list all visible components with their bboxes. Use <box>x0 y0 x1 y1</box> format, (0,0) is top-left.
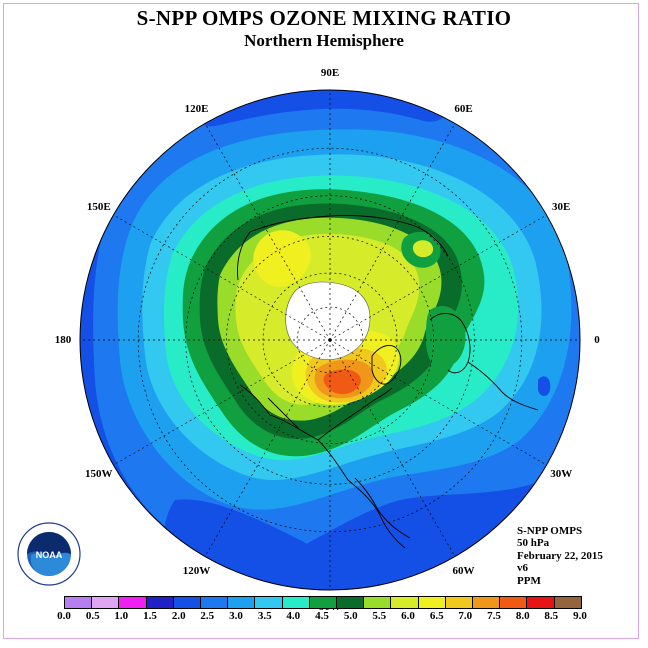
longitude-label: 90E <box>320 67 340 79</box>
colorbar-swatch <box>146 597 174 608</box>
figure-frame <box>3 3 639 639</box>
colorbar-tick-label: 3.0 <box>229 610 243 622</box>
ozone-level-6.5 <box>277 243 301 266</box>
meridian-line <box>329 339 547 466</box>
ozone-level-8.0 <box>323 369 361 395</box>
ozone-level-4.5 <box>426 306 466 369</box>
colorbar-tick-label: 7.5 <box>487 610 501 622</box>
colorbar-swatch <box>418 597 446 608</box>
coastline-europe <box>429 313 539 411</box>
coastline-asia <box>237 215 449 281</box>
date-label: February 22, 2015 <box>517 549 603 562</box>
longitude-label: 120E <box>184 102 209 115</box>
latitude-circle <box>296 306 364 374</box>
map-boundary <box>79 89 581 591</box>
colorbar-tick-label: 8.0 <box>515 610 530 622</box>
meridian-line <box>204 123 331 341</box>
instrument-label: S-NPP OMPS <box>517 525 583 537</box>
ozone-field <box>80 90 580 590</box>
pressure-level-label: 50 hPa <box>517 537 550 550</box>
colorbar-swatch <box>391 597 419 608</box>
longitude-label: 120W <box>182 565 211 578</box>
colorbar-swatch <box>473 597 501 608</box>
colorbar-tick-label: 1.0 <box>114 610 129 622</box>
noaa-logo-text: NOAA <box>36 550 63 560</box>
longitude-label: 30E <box>552 200 571 213</box>
colorbar-swatch <box>364 597 392 608</box>
latitude-circle <box>226 236 434 444</box>
ozone-level-2.0 <box>182 90 449 127</box>
map-info-block: S-NPP OMPS 50 hPa February 22, 2015 v6 P… <box>517 525 603 587</box>
colorbar-swatch <box>282 597 310 608</box>
colorbar-tick-label: 0.0 <box>57 610 71 622</box>
meridian-line <box>329 123 456 341</box>
colorbar-tick-label: 6.5 <box>429 610 444 622</box>
colorbar-tick-label: 1.5 <box>143 610 157 622</box>
longitude-label: 30W <box>550 467 573 480</box>
colorbar-swatch <box>228 597 256 608</box>
colorbar-tick-label: 3.5 <box>257 610 272 622</box>
coastlines <box>237 215 539 549</box>
map-title: S-NPP OMPS OZONE MIXING RATIO <box>136 6 512 30</box>
meridian-line <box>329 339 456 557</box>
colorbar-swatch <box>65 597 93 608</box>
colorbar-swatch <box>119 597 147 608</box>
longitude-label: 150E <box>86 200 111 213</box>
coastline-north-america <box>239 384 406 549</box>
meridian-line <box>204 339 331 557</box>
colorbar-tick-label: 2.0 <box>171 610 186 622</box>
colorbar-swatch <box>255 597 283 608</box>
colorbar-swatch <box>201 597 229 608</box>
longitude-label: 0 <box>594 334 600 346</box>
longitude-label: 150W <box>85 467 113 480</box>
colorbar-swatch <box>309 597 338 608</box>
colorbar-tick-label: 0.5 <box>85 610 100 622</box>
graticule <box>80 90 580 590</box>
polar-night-no-data <box>285 281 371 360</box>
colorbar-tick-label: 2.5 <box>200 610 215 622</box>
ozone-level-2.0 <box>538 376 551 396</box>
colorbar-swatch <box>554 597 581 608</box>
units-label: PPM <box>517 574 541 587</box>
longitude-label: 180 <box>54 334 72 346</box>
version-label: v6 <box>517 562 528 575</box>
colorbar-tick-label: 4.5 <box>315 610 329 622</box>
ozone-level-6.0 <box>412 240 434 258</box>
coastline-greenland <box>371 345 402 385</box>
latitude-circle <box>185 195 475 485</box>
colorbar-swatch <box>527 597 555 608</box>
colorbar-tick-label: 8.5 <box>544 610 559 622</box>
colorbar-tick-label: 6.0 <box>401 610 415 622</box>
colorbar-tick-label: 5.5 <box>372 610 387 622</box>
meridian-line <box>113 214 331 341</box>
colorbar-swatch <box>445 597 474 608</box>
meridian-line <box>329 214 547 341</box>
map-subtitle: Northern Hemisphere <box>244 31 404 50</box>
colorbar-swatch <box>173 597 202 608</box>
noaa-logo: NOAA <box>17 522 81 586</box>
colorbar-ticks: 0.0 0.5 1.0 1.5 2.0 2.5 3.0 3.5 4.0 4.5 5.0 5.5 6.0 6… <box>57 610 587 624</box>
longitude-label: 60W <box>452 565 475 578</box>
colorbar <box>64 596 582 609</box>
colorbar-swatch <box>337 597 365 608</box>
colorbar-swatch <box>92 597 120 608</box>
colorbar-swatch <box>500 597 528 608</box>
coastline-central-america <box>354 477 411 539</box>
colorbar-tick-label: 5.0 <box>343 610 358 622</box>
colorbar-tick-label: 9.0 <box>573 610 587 622</box>
meridian-line <box>113 339 331 466</box>
longitude-label: 60E <box>454 102 473 115</box>
colorbar-tick-label: 7.0 <box>458 610 473 622</box>
colorbar-tick-label: 4.0 <box>286 610 301 622</box>
